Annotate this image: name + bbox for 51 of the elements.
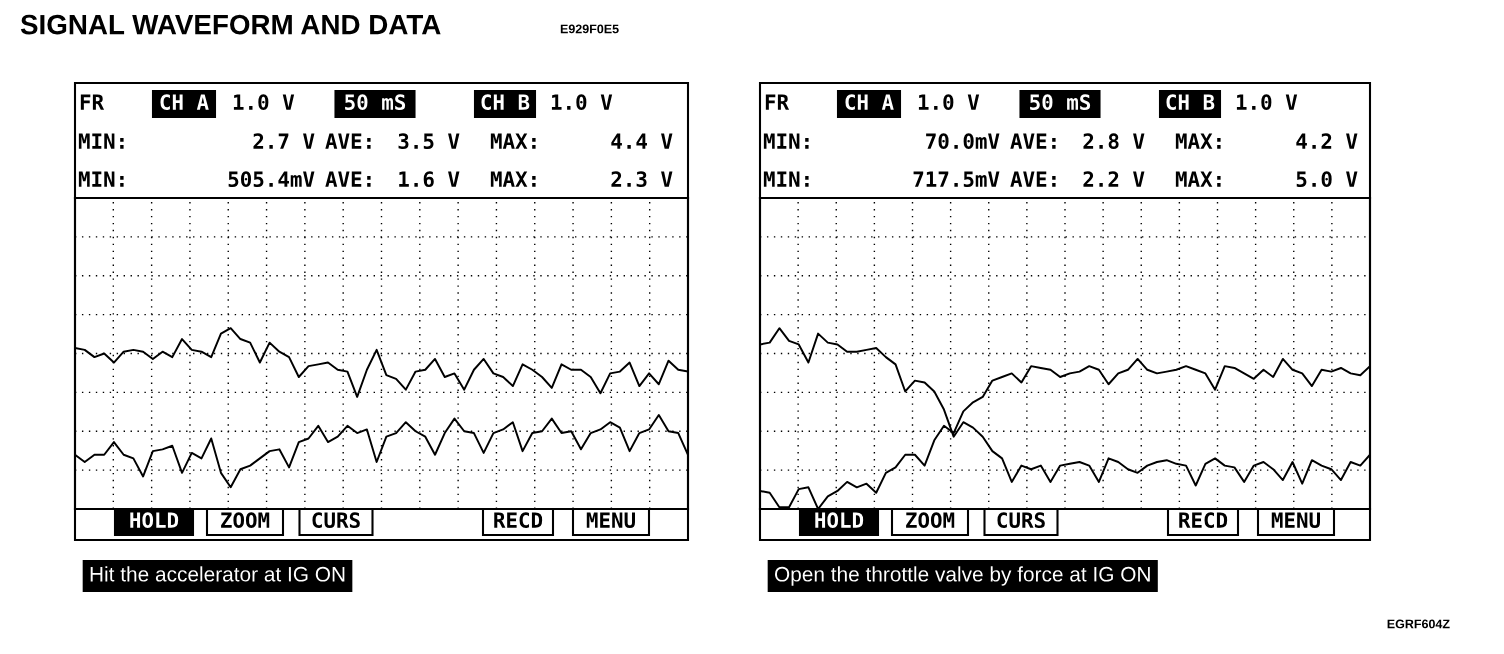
text: E929F0E5 bbox=[560, 24, 619, 34]
text: 4.4 V bbox=[611, 133, 673, 149]
text: CH B bbox=[481, 94, 530, 111]
text: 1.0 V bbox=[918, 94, 980, 111]
text: FR bbox=[765, 94, 790, 110]
text: 1.0 V bbox=[1236, 94, 1298, 111]
text: EGRF604Z bbox=[1387, 619, 1450, 629]
text: 5.0 V bbox=[1296, 171, 1358, 188]
text: CH A bbox=[160, 94, 209, 111]
text: FR bbox=[80, 94, 105, 110]
text: Hit the accelerator at IG ON bbox=[90, 566, 345, 582]
text: MIN: bbox=[763, 171, 809, 187]
text: 4.2 V bbox=[1296, 133, 1358, 149]
text: AVE: bbox=[325, 133, 371, 149]
text: MENU bbox=[586, 512, 635, 529]
text: 2.8 V bbox=[1083, 133, 1145, 150]
text: 1.0 V bbox=[551, 94, 613, 111]
text: CURS bbox=[997, 512, 1045, 529]
text: 2.2 V bbox=[1083, 171, 1145, 187]
chart-title: SIGNAL WAVEFORM AND DATA bbox=[20, 14, 441, 35]
text: HOLD bbox=[130, 512, 179, 529]
text: ZOOM bbox=[221, 512, 270, 529]
text: RECD bbox=[1179, 512, 1228, 529]
text: 1.6 V bbox=[399, 171, 460, 188]
text: 70.0mV bbox=[926, 133, 1000, 150]
text: 3.5 V bbox=[398, 133, 460, 150]
text: MIN: bbox=[763, 133, 809, 149]
text: 1.0 V bbox=[233, 94, 295, 111]
text: 505.4mV bbox=[228, 171, 315, 188]
text: HOLD bbox=[815, 512, 864, 529]
text: MIN: bbox=[78, 133, 124, 149]
text: CURS bbox=[312, 512, 360, 529]
text: ZOOM bbox=[906, 512, 955, 529]
text: MAX: bbox=[490, 133, 536, 149]
text: 2.7 V bbox=[253, 133, 315, 149]
text: 717.5mV bbox=[913, 171, 1000, 188]
text: CH B bbox=[1166, 94, 1215, 111]
text: MAX: bbox=[490, 171, 536, 187]
text: CH A bbox=[845, 94, 894, 111]
text: AVE: bbox=[325, 171, 371, 187]
text: AVE: bbox=[1010, 171, 1056, 187]
text: MENU bbox=[1271, 512, 1320, 529]
text: MIN: bbox=[78, 171, 124, 187]
text: 50 mS bbox=[1030, 94, 1091, 111]
text: MAX: bbox=[1175, 133, 1221, 149]
text: 50 mS bbox=[345, 94, 406, 111]
text: RECD bbox=[494, 512, 543, 529]
text: Open the throttle valve by force at IG ON bbox=[774, 566, 1150, 586]
text: 2.3 V bbox=[611, 171, 673, 188]
text: MAX: bbox=[1175, 171, 1221, 187]
text: AVE: bbox=[1010, 133, 1056, 149]
